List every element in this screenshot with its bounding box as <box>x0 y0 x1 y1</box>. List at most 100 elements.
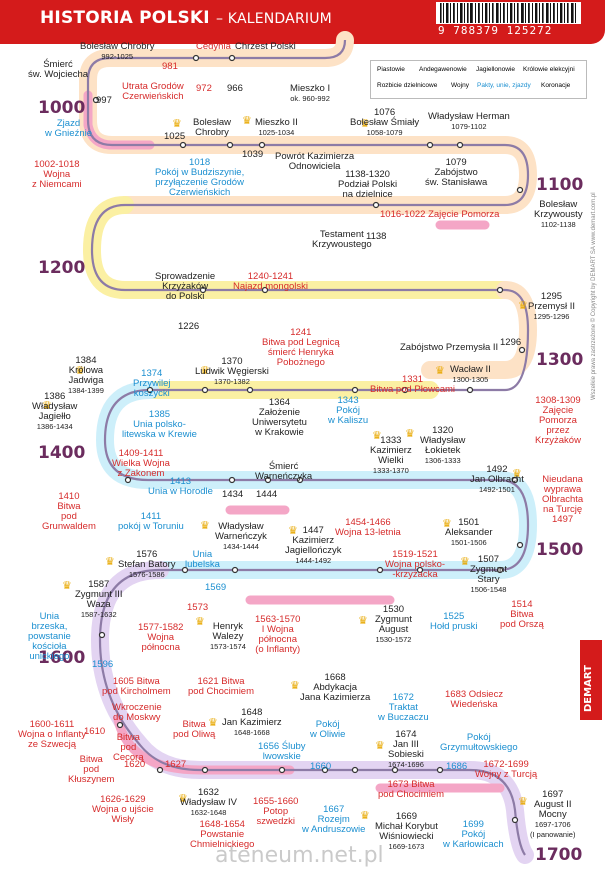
crown-icon: ♛ <box>172 117 182 130</box>
event-bitwa-plowce: 1331 Bitwa pod Płowcami <box>370 374 456 395</box>
crown-icon: ♛ <box>360 809 370 822</box>
event-unia-horodlo: 1413 Unia w Horodle <box>148 476 213 497</box>
century-label: 1400 <box>38 443 86 463</box>
event-1627: 1627 <box>165 759 187 770</box>
event-bitwa-orsza: 1514 Bitwa pod Orszą <box>500 599 544 630</box>
timeline-line <box>86 39 530 856</box>
event-966: 966 <box>227 83 243 94</box>
crown-icon: ♛ <box>442 517 452 530</box>
event-smierc-wojciecha: Śmierć św. Wojciecha <box>28 59 89 80</box>
event-pokoj-torun: 1411 pokój w Toruniu <box>118 511 184 532</box>
crown-icon: ♛ <box>360 117 370 130</box>
crown-icon: ♛ <box>290 679 300 692</box>
event-1444: 1444 <box>256 489 278 500</box>
event-kazimierz-wielki: 1333 Kazimierz Wielki 1333-1370 <box>370 435 412 476</box>
event-unia-brzeska: Unia brzeska, powstanie kościoła unickie… <box>28 611 71 662</box>
timeline-dots <box>92 54 526 824</box>
event-august-ii-mocny: 1697 August II Mocny 1697-1706 (I panowan… <box>530 789 576 840</box>
century-label: 1300 <box>536 350 584 370</box>
event-jan-olbracht: 1492 Jan Olbracht 1492-1501 <box>470 464 524 495</box>
crown-icon: ♛ <box>200 519 210 532</box>
legend-item-rozbicie: Rozbicie dzielnicowe <box>377 82 438 89</box>
event-wojna-polsko-krzyzacka: 1519-1521 Wojna polsko- -krzyżacka <box>385 549 446 580</box>
event-unia-krewo: 1385 Unia polsko- litewska w Krewie <box>122 409 197 440</box>
legend-item-piastowie: Piastowie <box>377 66 405 73</box>
event-1039: 1039 <box>242 149 264 160</box>
event-1434: 1434 <box>222 489 244 500</box>
event-cedynia: Cedynia <box>196 41 231 52</box>
event-zabojstwo-stanislawa: 1079 Zabójstwo św. Stanisława <box>425 157 488 188</box>
event-kazimierz-jagiellonczyk: 1447 Kazimierz Jagiellończyk 1444-1492 <box>285 525 342 566</box>
event-unia-lubelska: Unia lubelska <box>185 549 220 570</box>
event-bitwa-kluszyn: Bitwa pod Kłuszynem <box>68 754 115 785</box>
event-zygmunt-iii-waza: 1587 Zygmunt III Waza 1587-1632 <box>75 579 123 620</box>
event-wojna-niemcami: 1002-1018 Wojna z Niemcami <box>32 159 82 190</box>
event-podzial-polski: 1138-1320 Podział Polski na dzielnice <box>338 169 398 200</box>
event-zabojstwo-przemysla: Zabójstwo Przemysła II <box>400 342 499 353</box>
event-rozejm-andruszowo: 1667 Rozejm w Andruszowie <box>302 804 366 835</box>
crown-icon: ♛ <box>435 364 445 377</box>
event-1296: 1296 <box>500 337 522 348</box>
barcode-icon <box>436 2 581 24</box>
event-1025: 1025 <box>164 131 186 142</box>
event-zygmunt-stary: 1507 Zygmunt Stary 1506-1548 <box>470 554 507 595</box>
event-pokoj-grzymultowskiego: Pokój Grzymułtowskiego <box>440 732 518 753</box>
event-wielka-wojna: 1409-1411 Wielka Wojna z Zakonem <box>112 448 170 479</box>
event-wladyslaw-herman: Władysław Herman 1079-1102 <box>428 111 510 132</box>
event-przywilej-koszycki: 1374 Przywilej koszycki <box>133 368 171 399</box>
event-bitwa-chocim-1673: 1673 Bitwa pod Chocimiem <box>378 779 444 800</box>
event-krolowa-jadwiga: 1384 Królowa Jadwiga 1384-1399 <box>68 355 104 396</box>
event-wojna-inflanty-szwecja: 1600-1611 Wojna o Inflanty ze Szwecją <box>18 719 86 750</box>
event-997: 997 <box>96 95 112 106</box>
copyright-note: Wszelkie prawa zastrzeżone © Copyright b… <box>591 192 597 400</box>
legend-item-elekcyjni: Królowie elekcyjni <box>523 66 575 73</box>
century-label: 1700 <box>535 845 583 865</box>
event-abdykacja: 1668 Abdykacja Jana Kazimierza <box>300 672 371 703</box>
event-boleslaw-krzywousty: Bolesław Krzywousty 1102-1138 <box>534 199 583 230</box>
legend-item-koronacje: Koronacje <box>541 82 571 89</box>
crown-icon: ♛ <box>75 364 85 377</box>
event-zajecie-pomorza: 1016-1022 Zajęcie Pomorza <box>380 209 500 220</box>
event-1620: 1620 <box>124 759 146 770</box>
event-bitwa-grunwald: 1410 Bitwa pod Grunwaldem <box>42 491 96 532</box>
event-jan-iii-sobieski: 1674 Jan III Sobieski 1674-1696 <box>388 729 424 770</box>
event-boleslaw-smialy: 1076 Bolesław Śmiały 1058-1079 <box>350 107 420 138</box>
event-przemysl-ii: 1295 Przemysł II 1295-1296 <box>528 291 575 322</box>
event-i-wojna-polnocna: 1563-1570 I Wojna północna (o Inflanty) <box>255 614 301 655</box>
page-title: HISTORIA POLSKI – KALENDARIUM <box>40 8 332 28</box>
demart-logo <box>580 640 602 720</box>
crown-icon: ♛ <box>375 739 385 752</box>
event-pokoj-karlowice: 1699 Pokój w Karłowicach <box>443 819 504 850</box>
crown-icon: ♛ <box>195 615 205 628</box>
event-972: 972 <box>196 83 212 94</box>
event-bitwa-cecora: Bitwa pod Cecorą <box>113 732 144 763</box>
event-sprowadzenie-krzyzakow: Sprowadzenie Krzyżaków do Polski <box>155 271 216 302</box>
crown-icon: ♛ <box>512 467 522 480</box>
event-wyprawa-olbrachta: Nieudana wyprawa Olbrachta na Turcję 149… <box>542 474 584 525</box>
event-zajecie-pomorza-krzyzacy: 1308-1309 Zajęcie Pomorza przez Krzyżakó… <box>535 395 581 446</box>
crown-icon: ♛ <box>242 114 252 127</box>
event-chrzest-polski: Chrzest Polski <box>235 41 296 52</box>
century-label: 1500 <box>536 540 584 560</box>
legend-item-pakty: Pakty, unie, zjazdy <box>477 82 531 89</box>
title-main: HISTORIA POLSKI <box>40 8 210 28</box>
event-1660: 1660 <box>310 761 332 772</box>
event-boleslaw-chrobry: Bolesław Chrobry <box>193 117 232 138</box>
event-mieszko-ii: Mieszko II 1025-1034 <box>255 117 298 138</box>
crown-icon: ♛ <box>372 429 382 442</box>
event-smierc-warnenczyka: Śmierć Warneńczyka <box>255 461 313 482</box>
event-pokoj-oliwa: Pokój w Oliwie <box>310 719 346 740</box>
event-zalozenie-uniwersytetu: 1364 Założenie Uniwersytetu w Krakowie <box>252 397 307 438</box>
event-waclaw-ii: Wacław II 1300-1305 <box>450 364 491 385</box>
event-hold-pruski: 1525 Hołd pruski <box>430 611 478 632</box>
event-wojna-ujscie-wisly: 1626-1629 Wojna o ujście Wisły <box>92 794 154 825</box>
event-stefan-batory: 1576 Stefan Batory 1576-1586 <box>118 549 176 580</box>
century-label: 1000 <box>38 98 86 118</box>
watermark: ateneum.net.pl <box>215 843 384 868</box>
event-boleslaw-chrobry-top: Bolesław Chrobry 992-1025 <box>80 41 155 62</box>
event-powstanie-chmielnickiego: 1648-1654 Powstanie Chmielnickiego <box>190 819 255 850</box>
event-henryk-walezy: Henryk Walezy 1573-1574 <box>210 621 246 652</box>
event-wladyslaw-lokietek: 1320 Władysław Łokietek 1306-1333 <box>420 425 466 466</box>
crown-icon: ♛ <box>518 795 528 808</box>
